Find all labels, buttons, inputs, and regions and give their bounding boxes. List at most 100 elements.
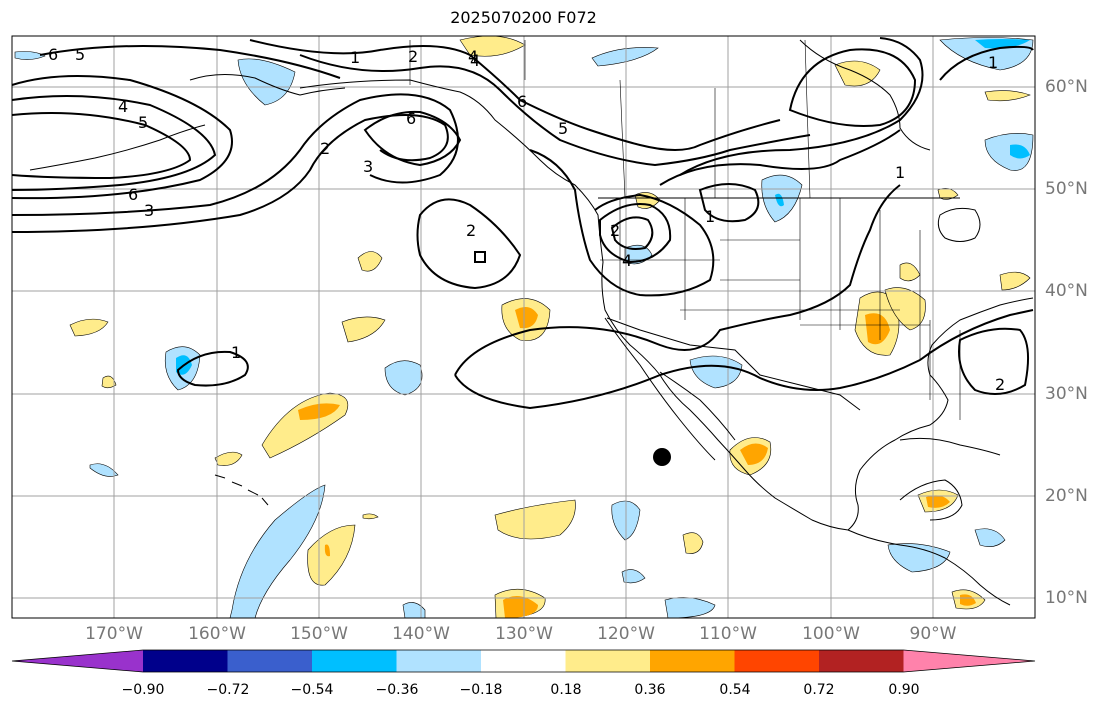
positive-anomaly-region [984, 90, 1031, 102]
contour-line [249, 39, 781, 151]
contour-line [454, 184, 901, 376]
lat-label: 20°N [1045, 486, 1088, 506]
storm-position-marker [653, 448, 671, 466]
positive-anomaly-region [503, 596, 538, 618]
baja-peninsula-coast [604, 317, 716, 461]
contour-label: 1 [988, 53, 998, 72]
contour-line [299, 54, 811, 167]
colorbar-tick-label: 0.90 [888, 682, 920, 698]
contour-line [454, 309, 1034, 410]
contour-line [416, 198, 522, 290]
negative-anomaly-region [984, 133, 1034, 171]
contour-label: 1 [350, 48, 360, 67]
contour-line [958, 327, 1030, 395]
contour-line [363, 110, 462, 167]
lat-lon-grid [12, 36, 1035, 618]
colorbar-segment [312, 650, 397, 672]
contour-label: 3 [144, 201, 154, 220]
lon-label: 110°W [699, 624, 757, 644]
positive-anomaly-region [937, 188, 959, 200]
contour-label: 2 [466, 221, 476, 240]
colorbar-tick-label: 0.18 [550, 682, 582, 698]
contour-label: 4 [118, 97, 128, 116]
contour-line [599, 203, 672, 264]
contour-line [939, 45, 1034, 81]
contour-line [11, 112, 192, 180]
positive-anomaly-region [682, 532, 704, 554]
coastlines [29, 39, 1034, 606]
negative-anomaly-region [384, 360, 423, 396]
contour-label: 3 [363, 157, 373, 176]
colorbar-segment [650, 650, 735, 672]
positive-anomaly-region [362, 513, 379, 520]
lon-label: 120°W [597, 624, 655, 644]
colorbar-tick-label: −0.90 [121, 682, 165, 698]
positive-anomaly-region [324, 544, 330, 557]
negative-anomaly-region [689, 355, 743, 389]
contour-label: 5 [558, 119, 568, 138]
lon-label: 150°W [290, 624, 348, 644]
us-mexico-border [606, 317, 861, 411]
lon-label: 140°W [392, 624, 450, 644]
negative-anomaly-region [775, 193, 784, 207]
contour-line [679, 37, 924, 176]
positive-anomaly-region [740, 443, 768, 465]
contour-line [11, 75, 233, 200]
central-america-coast [847, 529, 1011, 606]
colorbar-outline [11, 649, 1036, 673]
positive-anomaly-region [69, 318, 109, 337]
contour-line [698, 183, 760, 223]
contours [11, 37, 1034, 410]
lon-label: 100°W [802, 624, 860, 644]
colorbar-extend-low [12, 650, 143, 672]
gulf-of-california-coast [659, 371, 736, 441]
lat-label: 60°N [1045, 77, 1088, 97]
negative-anomaly-region [14, 51, 46, 60]
shaded-anomalies [14, 35, 1034, 619]
negative-anomaly-region [621, 569, 646, 584]
contour-label: 1 [705, 207, 715, 226]
contour-label: 1 [895, 163, 905, 182]
negative-anomaly-region [402, 602, 426, 619]
canada-province-borders [409, 39, 811, 199]
contour-label: 4 [468, 47, 478, 66]
colorbar-segments [11, 649, 1036, 673]
positive-anomaly-region [341, 316, 386, 343]
cuba-coast [899, 437, 1001, 456]
hawaii-islands [214, 474, 269, 506]
colorbar-segment [143, 650, 228, 672]
contour-label: 4 [470, 51, 480, 70]
contour-label: 2 [320, 139, 330, 158]
negative-anomaly-region [237, 58, 296, 106]
contour-label: 2 [408, 47, 418, 66]
north-america-coast [299, 79, 1034, 531]
negative-anomaly-region [887, 543, 951, 573]
map-frame [11, 35, 1036, 619]
negative-anomaly-region [974, 528, 1006, 547]
colorbar-tick-label: 0.36 [634, 682, 666, 698]
positive-anomaly-region [515, 306, 538, 329]
positive-anomaly-region [101, 375, 117, 389]
contour-label: 6 [517, 92, 527, 111]
lat-label: 40°N [1045, 281, 1088, 301]
negative-anomaly-region [89, 463, 119, 477]
positive-anomaly-region [357, 251, 383, 272]
colorbar-tick-label: −0.36 [375, 682, 419, 698]
contour-line [11, 114, 449, 233]
contour-label: 4 [622, 251, 632, 270]
colorbar-segment [396, 650, 482, 672]
positive-anomaly-region [884, 287, 926, 331]
contour-label: 2 [610, 221, 620, 240]
negative-anomaly-region [1010, 144, 1030, 159]
colorbar-segment [819, 650, 904, 672]
alaska-coast [189, 73, 346, 96]
colorbar-segment [734, 650, 820, 672]
yucatan-coast [899, 479, 963, 521]
contour-line [474, 251, 486, 263]
contour-label: 1 [231, 343, 241, 362]
positive-anomaly-region [865, 313, 890, 345]
contour-line [529, 149, 715, 297]
hudson-bay-coast [799, 39, 931, 151]
